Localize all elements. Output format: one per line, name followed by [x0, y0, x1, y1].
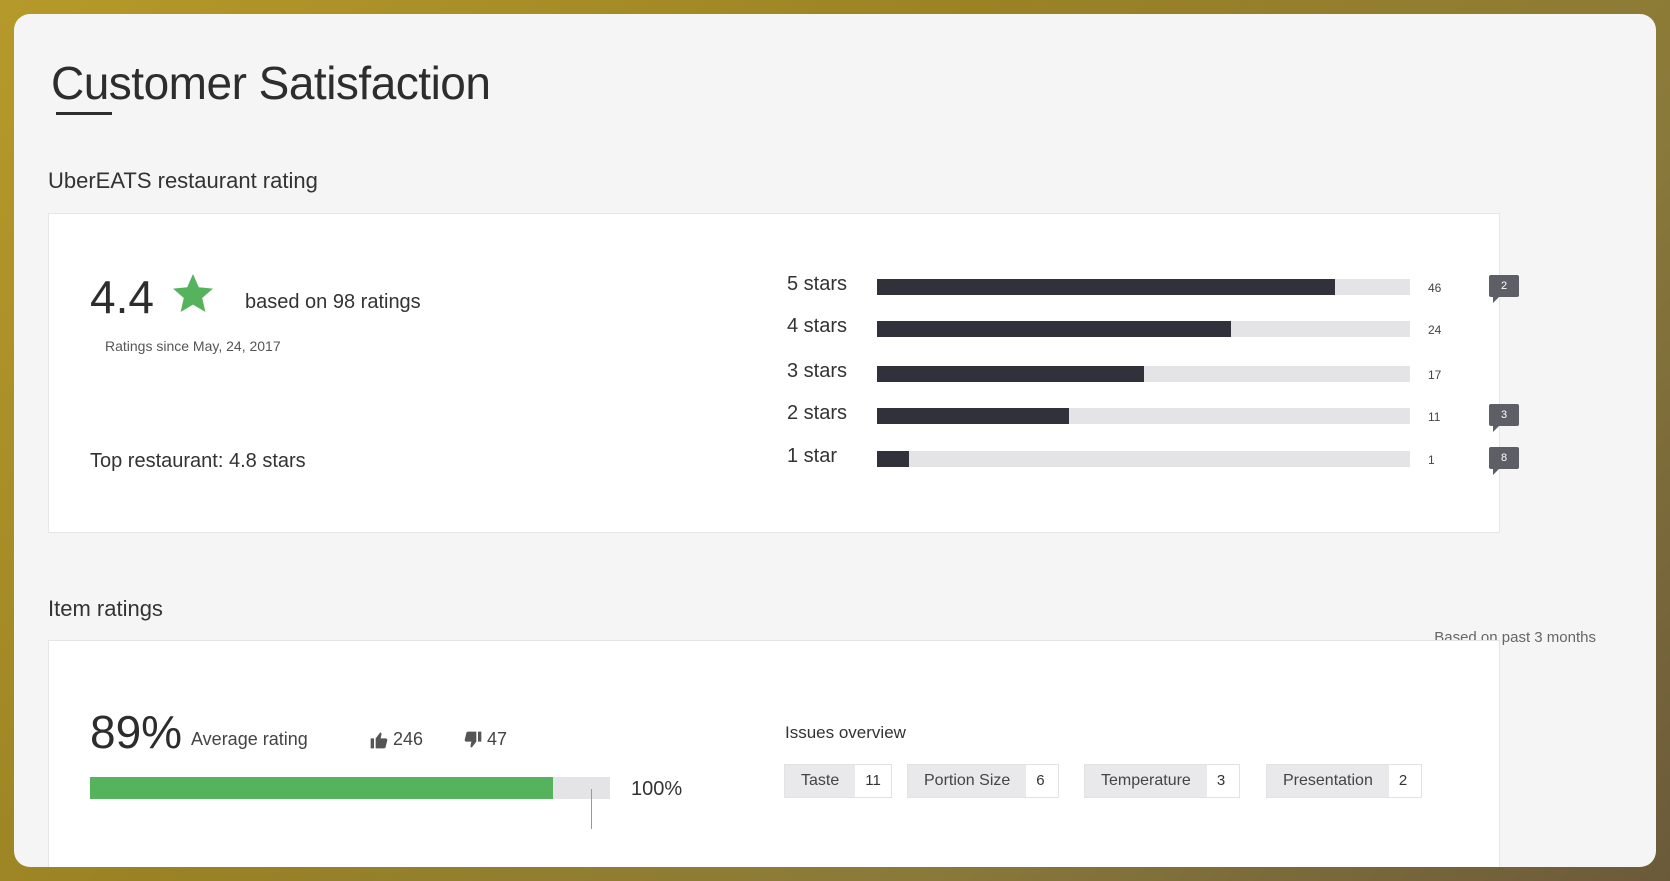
rating-distribution-row: 5 stars 46 2: [49, 273, 1549, 303]
page-title: Customer Satisfaction: [51, 57, 491, 109]
issues-overview-title: Issues overview: [785, 723, 906, 742]
issue-count: 6: [1036, 772, 1045, 789]
issue-count: 11: [865, 772, 881, 789]
distribution-bar-track: [877, 321, 1410, 337]
rating-distribution-row: 2 stars 11 3: [49, 402, 1549, 432]
comment-count-icon[interactable]: 8: [1489, 447, 1519, 475]
restaurant-rating-heading: UberEATS restaurant rating: [48, 168, 318, 193]
distribution-count: 46: [1428, 281, 1442, 295]
distribution-bar-track: [877, 366, 1410, 382]
rating-distribution-row: 1 star 1 8: [49, 445, 1549, 475]
average-percent: 89%: [90, 706, 183, 758]
customer-satisfaction-card: Customer Satisfaction UberEATS restauran…: [14, 14, 1656, 867]
distribution-bar-fill: [877, 321, 1232, 337]
issue-name: Portion Size: [908, 765, 1027, 797]
max-percent-label: 100%: [631, 778, 683, 800]
issue-count: 2: [1398, 772, 1408, 789]
distribution-count: 1: [1428, 453, 1435, 467]
ratings-since-text: Ratings since May, 24, 2017: [105, 338, 281, 354]
issue-name: Taste: [785, 765, 856, 797]
star-icon: [173, 274, 213, 312]
ratings-count-text: based on 98 ratings: [245, 291, 421, 313]
issue-chip-portion-size[interactable]: Portion Size 6: [907, 764, 1060, 798]
average-rating-label: Average rating: [191, 729, 308, 749]
thumbs-down-count: 47: [463, 729, 507, 750]
rating-distribution-row: 4 stars 24: [49, 315, 1549, 345]
distribution-label: 5 stars: [787, 273, 848, 295]
thumbs-up-icon: [370, 732, 388, 748]
restaurant-rating-panel: 4.4 based on 98 ratings Ratings since Ma…: [48, 213, 1519, 533]
rating-score: 4.4: [90, 271, 154, 323]
issue-name: Presentation: [1267, 765, 1389, 797]
distribution-bar-fill: [877, 451, 909, 467]
distribution-bar-fill: [877, 366, 1144, 382]
thumbs-down-value: 47: [487, 729, 508, 749]
distribution-label: 4 stars: [787, 315, 848, 337]
distribution-bar-track: [877, 279, 1410, 295]
average-rating-marker: [591, 789, 592, 829]
title-underline: [56, 112, 112, 115]
rating-distribution-row: 3 stars 17: [49, 360, 1549, 390]
distribution-count: 17: [1428, 368, 1442, 382]
distribution-bar-fill: [877, 279, 1336, 295]
distribution-label: 1 star: [787, 445, 838, 467]
distribution-count: 24: [1428, 323, 1442, 337]
average-rating-bar-track: [90, 777, 610, 799]
item-ratings-heading: Item ratings: [48, 596, 163, 621]
issue-chip-presentation[interactable]: Presentation 2: [1266, 764, 1422, 798]
issue-name: Temperature: [1085, 765, 1207, 797]
top-restaurant-text: Top restaurant: 4.8 stars: [90, 450, 306, 472]
distribution-bar-track: [877, 408, 1410, 424]
distribution-count: 11: [1428, 410, 1441, 424]
issue-chip-temperature[interactable]: Temperature 3: [1084, 764, 1240, 798]
distribution-bar-fill: [877, 408, 1069, 424]
comment-count-icon[interactable]: 3: [1489, 404, 1519, 432]
distribution-label: 2 stars: [787, 402, 848, 424]
comment-count-icon[interactable]: 2: [1489, 275, 1519, 303]
issue-chip-taste[interactable]: Taste 11: [784, 764, 892, 798]
thumbs-up-count: 246: [369, 729, 423, 750]
average-rating-bar-fill: [90, 777, 553, 799]
issue-count: 3: [1216, 772, 1226, 789]
thumbs-up-value: 246: [393, 729, 424, 749]
distribution-bar-track: [877, 451, 1410, 467]
thumbs-down-icon: [464, 731, 482, 747]
item-ratings-panel: 89% Average rating 246 47 100% Issues ov…: [48, 640, 1500, 867]
distribution-label: 3 stars: [787, 360, 848, 382]
